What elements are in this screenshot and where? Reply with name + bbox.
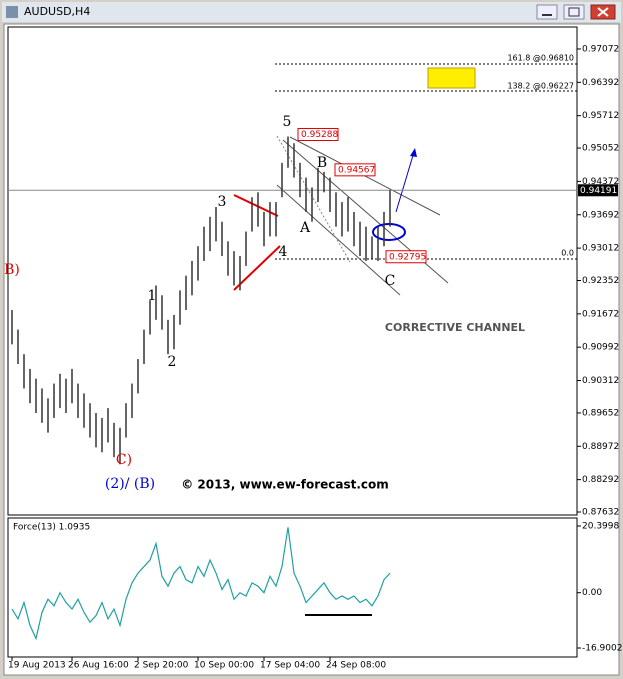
y-tick-label: 0.94372	[582, 177, 619, 187]
fib-label: 0.0	[561, 249, 574, 258]
wave-label: B	[317, 155, 327, 171]
y-tick-label: 0.87632	[582, 508, 619, 518]
arrow	[395, 151, 415, 213]
trend-line	[233, 245, 281, 291]
y-tick-label: 0.95712	[582, 111, 619, 121]
title-bar	[2, 2, 621, 22]
price-mark-box	[297, 127, 339, 141]
wave-label: 5	[283, 114, 292, 130]
wave-label: 4	[279, 244, 288, 260]
channel-label: CORRECTIVE CHANNEL	[385, 321, 525, 334]
fib-label: 138.2 @0.96227	[507, 82, 574, 91]
wave-label: B)	[4, 262, 20, 278]
x-tick-label: 26 Aug 16:00	[68, 661, 129, 671]
highlight-ellipse	[372, 223, 406, 241]
y-tick-label: 0.92352	[582, 276, 619, 286]
y-tick-label: 0.93692	[582, 210, 619, 220]
y-tick-label: 0.88292	[582, 475, 619, 485]
price-mark-label: 0.94567	[338, 165, 375, 175]
window-title: AUDUSD,H4	[24, 5, 90, 18]
wave-label: C)	[116, 452, 132, 468]
y-tick-label: 0.90312	[582, 376, 619, 386]
indicator-line	[11, 527, 391, 641]
minimize-button[interactable]	[536, 4, 558, 20]
y2-tick-label: -16.9002	[582, 643, 622, 653]
channel-line	[276, 184, 401, 296]
last-price-label: 0.94191	[580, 186, 617, 196]
window-icon	[6, 6, 18, 18]
x-tick-label: 17 Sep 04:00	[260, 661, 320, 671]
wave-label: A	[299, 220, 311, 236]
indicator-title: Force(13) 1.0935	[13, 523, 90, 533]
price-mark-box	[385, 250, 427, 264]
x-tick-label: 19 Aug 2013	[8, 661, 66, 671]
y-tick-label: 0.89652	[582, 408, 619, 418]
x-tick-label: 24 Sep 08:00	[326, 661, 386, 671]
y-tick-label: 0.96392	[582, 78, 619, 88]
wave-label: (2)/ (B)	[105, 476, 155, 492]
y-tick-label: 0.93012	[582, 244, 619, 254]
indicator-plot	[7, 517, 578, 658]
wave-label: 3	[218, 194, 227, 210]
price-mark-label: 0.92795	[389, 252, 426, 262]
x-tick-label: 10 Sep 00:00	[194, 661, 254, 671]
arrow-head	[410, 148, 417, 157]
chart-area	[3, 23, 620, 676]
wave-label: 2	[168, 354, 177, 370]
y2-tick-label: 20.3998	[582, 521, 619, 531]
y-tick-label: 0.88972	[582, 442, 619, 452]
price-mark-label: 0.95288	[301, 130, 338, 140]
y-tick-label: 0.90992	[582, 343, 619, 353]
y2-tick-label: 0.00	[582, 588, 602, 598]
x-tick-label: 2 Sep 20:00	[134, 661, 189, 671]
price-mark-box	[334, 163, 376, 177]
close-icon	[597, 7, 609, 17]
target-zone	[427, 67, 476, 89]
main-plot	[7, 26, 578, 516]
wave-label: C	[385, 273, 396, 289]
fib-label: 161.8 @0.96810	[507, 54, 574, 63]
maximize-button[interactable]	[563, 4, 585, 20]
y-tick-label: 0.97072	[582, 44, 619, 54]
wave-label: 1	[148, 288, 157, 304]
copyright: © 2013, www.ew-forecast.com	[181, 478, 389, 492]
last-price-box	[578, 184, 618, 197]
maximize-icon	[568, 7, 580, 17]
y-tick-label: 0.95052	[582, 144, 619, 154]
wave-line	[276, 135, 351, 263]
y-tick-label: 0.91672	[582, 309, 619, 319]
